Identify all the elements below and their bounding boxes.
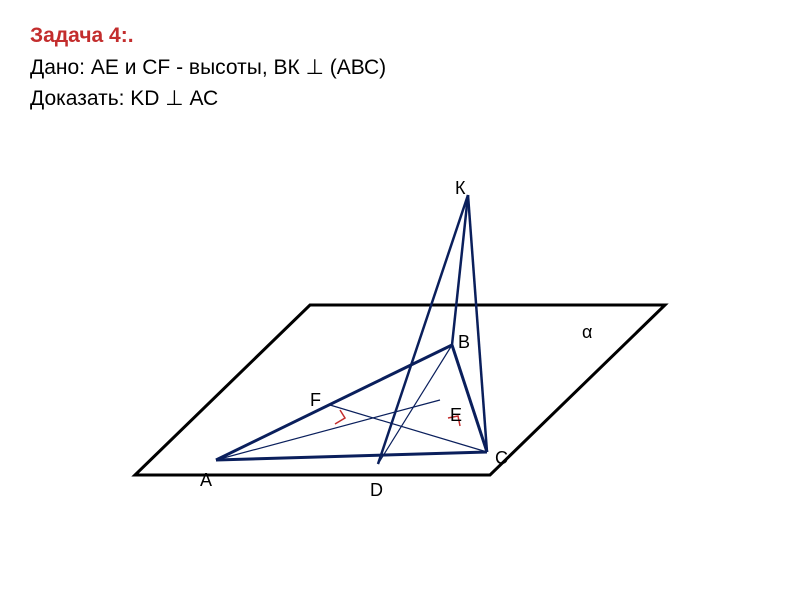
diagram: К В α F Е С А D <box>0 0 800 600</box>
triangle-abc <box>216 345 487 460</box>
label-alpha: α <box>582 322 592 343</box>
label-f: F <box>310 390 321 411</box>
label-a: А <box>200 470 212 491</box>
label-e: Е <box>450 405 462 426</box>
side-ac <box>216 452 487 460</box>
right-angle-f <box>335 410 345 424</box>
label-k: К <box>455 178 466 199</box>
label-c: С <box>495 448 508 469</box>
diagram-svg <box>0 0 800 600</box>
line-ae <box>216 400 440 460</box>
altitudes <box>216 345 487 464</box>
line-cf <box>330 405 487 452</box>
line-kc <box>468 195 487 452</box>
label-d: D <box>370 480 383 501</box>
side-bc <box>452 345 487 452</box>
label-b: В <box>458 332 470 353</box>
